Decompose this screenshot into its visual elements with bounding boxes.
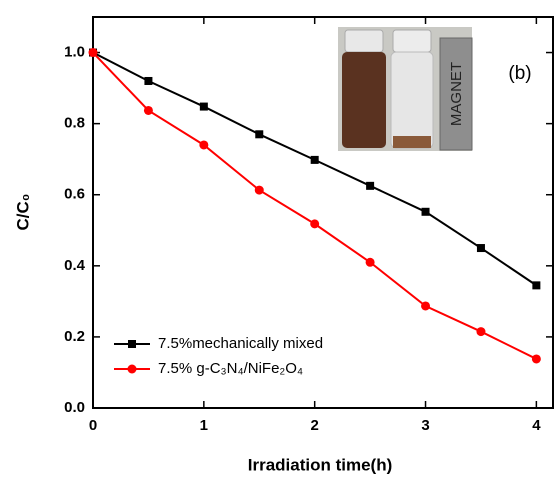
x-tick-label: 4 — [532, 417, 541, 434]
magnet — [439, 37, 473, 151]
legend-label: 7.5% g-C₃N₄/NiFe₂O₄ — [158, 360, 303, 377]
annotation: (b) — [508, 63, 531, 84]
marker — [254, 185, 264, 195]
marker — [144, 76, 153, 85]
vial-cap — [344, 29, 384, 53]
marker — [199, 102, 208, 111]
y-tick-label: 1.0 — [64, 44, 85, 61]
x-tick-label: 3 — [421, 417, 429, 434]
legend-marker — [127, 364, 137, 374]
vial-sediment — [393, 136, 431, 148]
marker — [476, 327, 486, 337]
y-tick-label: 0.4 — [64, 257, 86, 274]
marker — [476, 244, 485, 253]
x-tick-label: 2 — [311, 417, 319, 434]
marker — [88, 48, 98, 58]
marker — [366, 181, 375, 190]
marker — [365, 257, 375, 267]
marker — [255, 130, 264, 139]
vial-cap — [392, 29, 432, 53]
x-tick-label: 0 — [89, 417, 97, 434]
y-tick-label: 0.8 — [64, 115, 85, 132]
inset-photo: MAGNET — [338, 27, 473, 151]
marker — [310, 155, 319, 164]
marker — [199, 140, 209, 150]
y-axis-label: C/C₀ — [13, 194, 32, 231]
marker — [532, 281, 541, 290]
marker — [531, 354, 541, 364]
marker — [421, 301, 431, 311]
marker — [421, 207, 430, 216]
y-tick-label: 0.6 — [64, 186, 85, 203]
plot-frame — [92, 16, 554, 409]
x-axis-label: Irradiation time(h) — [248, 455, 393, 474]
annotation: MAGNET — [448, 62, 465, 126]
legend-label: 7.5%mechanically mixed — [158, 335, 323, 352]
vial-clear — [390, 51, 434, 149]
marker — [143, 105, 153, 115]
vial-brown — [342, 52, 386, 148]
y-tick-label: 0.2 — [64, 328, 85, 345]
x-tick-label: 1 — [200, 417, 208, 434]
legend-marker — [128, 340, 136, 348]
y-tick-label: 0.0 — [64, 399, 85, 416]
marker — [310, 219, 320, 229]
